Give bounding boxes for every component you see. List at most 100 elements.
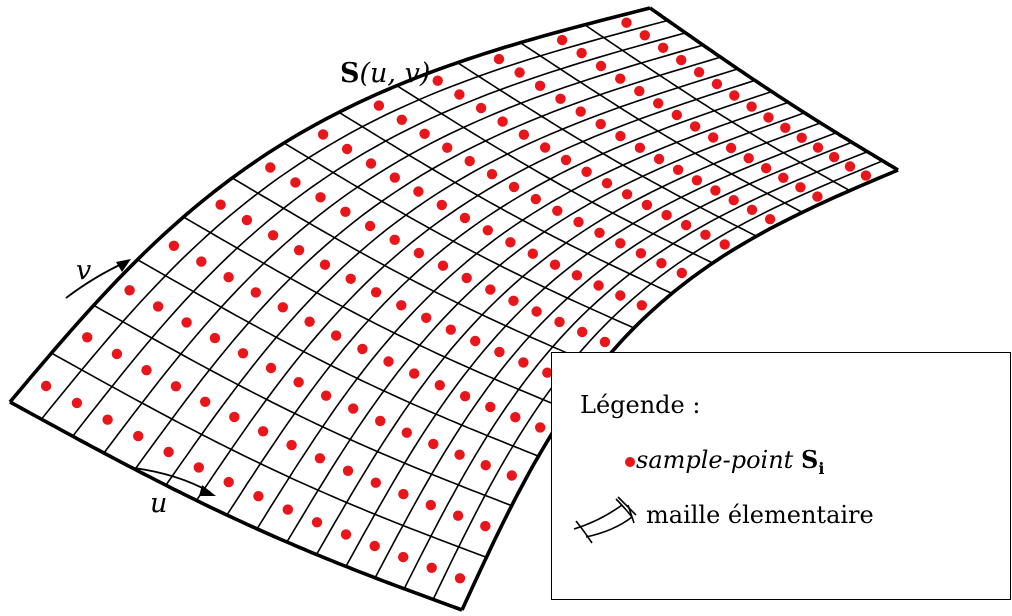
sample-point <box>461 272 472 284</box>
mesh-grid <box>40 19 883 600</box>
mesh-line-u <box>103 44 704 454</box>
sample-point <box>621 17 632 28</box>
sample-point <box>615 238 626 249</box>
sample-point <box>319 259 331 270</box>
sample-point <box>634 85 645 97</box>
mesh-line-v <box>584 24 851 192</box>
sample-point <box>480 520 491 532</box>
sample-point <box>398 551 409 563</box>
sample-point <box>594 227 605 238</box>
sample-point <box>539 142 551 153</box>
sample-point <box>506 470 517 481</box>
sample-point <box>215 199 226 210</box>
sample-point <box>459 212 471 224</box>
sample-point <box>401 427 412 438</box>
mesh-line-u <box>40 19 669 420</box>
sample-point <box>571 270 583 281</box>
mesh-line-u <box>374 141 853 579</box>
sample-point <box>860 170 872 181</box>
sample-point <box>330 330 342 341</box>
legend-sample-point-sub: i <box>818 458 825 478</box>
sample-point <box>556 34 568 46</box>
sample-point <box>728 195 739 206</box>
sample-point <box>163 446 174 458</box>
sample-point <box>700 229 711 240</box>
mesh-line-u <box>195 79 756 501</box>
sample-point <box>710 185 721 196</box>
mesh-line-u <box>256 101 789 530</box>
sample-point <box>389 234 400 245</box>
sample-point <box>357 343 368 355</box>
sample-point <box>82 332 93 343</box>
surface-boundary <box>8 6 899 612</box>
sample-point <box>373 100 385 111</box>
surface-label-bold: S <box>340 58 360 89</box>
sample-point <box>375 415 386 427</box>
v-axis-label: v <box>76 255 91 286</box>
sample-point <box>656 258 667 269</box>
sample-point <box>615 130 626 142</box>
mesh-line-u <box>134 56 721 470</box>
boundary-near-edge <box>9 400 463 612</box>
mesh-line-v <box>183 216 568 411</box>
sample-point <box>691 175 703 186</box>
mesh-line-v <box>51 352 487 559</box>
sample-point <box>708 132 719 143</box>
sample-point <box>428 438 439 450</box>
sample-point <box>223 272 234 283</box>
sample-point <box>277 302 288 313</box>
sample-point <box>653 98 664 109</box>
sample-points <box>40 17 872 584</box>
sample-point <box>257 426 269 437</box>
sample-point <box>459 391 471 402</box>
sample-point <box>844 161 856 172</box>
sample-point <box>680 219 692 231</box>
mesh-line-v <box>338 111 673 295</box>
sample-point <box>671 109 682 121</box>
sample-point <box>812 191 823 202</box>
sample-point <box>508 295 519 306</box>
sample-point <box>595 118 606 130</box>
sample-point <box>676 267 687 279</box>
legend-item-mesh-cell: maille élementaire <box>646 501 874 529</box>
mesh-line-u <box>72 32 686 437</box>
mesh-line-u <box>226 90 772 516</box>
sample-point <box>764 214 776 225</box>
mesh-line-u <box>286 112 805 543</box>
sample-point <box>253 491 264 502</box>
surface-label-args: (u, v) <box>360 58 431 89</box>
sample-point <box>689 121 701 132</box>
sample-point <box>599 336 611 348</box>
sample-point <box>576 47 587 59</box>
sample-point <box>676 54 687 66</box>
mesh-line-u <box>315 122 821 555</box>
sample-point <box>209 332 221 344</box>
sample-point <box>657 42 669 53</box>
legend-sample-point-bold: S <box>800 445 819 474</box>
sample-point <box>304 316 315 327</box>
sample-point <box>475 102 487 114</box>
sample-point <box>470 335 481 347</box>
sample-point <box>635 248 647 259</box>
sample-point <box>729 90 740 101</box>
legend-box: Légende : sample-point Si maille élement… <box>551 352 1011 600</box>
sample-point <box>636 300 647 311</box>
sample-point <box>542 367 553 378</box>
sample-point <box>508 181 520 193</box>
sample-point <box>383 356 394 367</box>
sample-point <box>485 284 496 295</box>
sample-point <box>124 285 135 296</box>
sample-point <box>514 67 525 78</box>
sample-point <box>454 573 466 584</box>
sample-point <box>518 357 529 368</box>
sample-point <box>370 477 381 488</box>
sample-point <box>365 158 377 169</box>
sample-point <box>672 164 684 175</box>
sample-point <box>315 192 326 203</box>
sample-point <box>796 132 807 143</box>
sample-point <box>795 182 806 193</box>
sample-point <box>413 247 425 259</box>
sample-point <box>434 380 445 391</box>
u-arrowhead-icon <box>199 485 216 496</box>
